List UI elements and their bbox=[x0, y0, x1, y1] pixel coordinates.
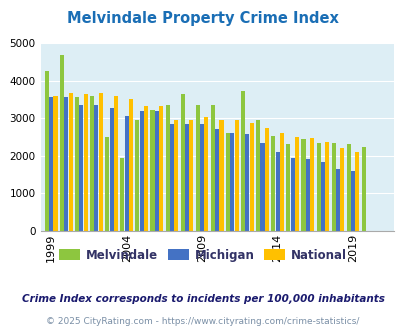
Bar bbox=[320, 162, 324, 231]
Bar bbox=[45, 71, 49, 231]
Bar bbox=[124, 116, 128, 231]
Bar bbox=[159, 106, 163, 231]
Bar bbox=[275, 152, 279, 231]
Bar bbox=[144, 106, 148, 231]
Bar bbox=[286, 144, 290, 231]
Bar bbox=[174, 120, 178, 231]
Bar bbox=[165, 105, 169, 231]
Bar bbox=[53, 96, 58, 231]
Bar bbox=[195, 105, 199, 231]
Bar bbox=[260, 143, 264, 231]
Bar bbox=[219, 120, 223, 231]
Bar bbox=[316, 143, 320, 231]
Bar bbox=[350, 171, 354, 231]
Bar bbox=[294, 137, 298, 231]
Bar bbox=[139, 111, 143, 231]
Bar bbox=[241, 91, 245, 231]
Bar bbox=[105, 137, 109, 231]
Bar bbox=[135, 120, 139, 231]
Bar bbox=[215, 129, 219, 231]
Bar bbox=[290, 158, 294, 231]
Bar bbox=[361, 147, 365, 231]
Bar bbox=[150, 110, 154, 231]
Bar bbox=[185, 124, 189, 231]
Bar bbox=[94, 105, 98, 231]
Bar bbox=[230, 133, 234, 231]
Bar bbox=[354, 151, 358, 231]
Bar bbox=[264, 128, 268, 231]
Bar bbox=[128, 99, 133, 231]
Bar bbox=[98, 93, 102, 231]
Bar bbox=[79, 105, 83, 231]
Bar bbox=[279, 133, 283, 231]
Bar bbox=[245, 134, 249, 231]
Bar bbox=[90, 96, 94, 231]
Text: © 2025 CityRating.com - https://www.cityrating.com/crime-statistics/: © 2025 CityRating.com - https://www.city… bbox=[46, 317, 359, 326]
Bar bbox=[249, 123, 253, 231]
Bar bbox=[331, 143, 335, 231]
Bar bbox=[169, 124, 173, 231]
Text: Melvindale Property Crime Index: Melvindale Property Crime Index bbox=[67, 12, 338, 26]
Bar bbox=[200, 124, 204, 231]
Bar bbox=[189, 120, 193, 231]
Legend: Melvindale, Michigan, National: Melvindale, Michigan, National bbox=[54, 244, 351, 266]
Bar bbox=[210, 105, 214, 231]
Bar bbox=[256, 120, 260, 231]
Bar bbox=[305, 159, 309, 231]
Bar bbox=[75, 97, 79, 231]
Bar bbox=[60, 55, 64, 231]
Bar bbox=[335, 169, 339, 231]
Bar bbox=[301, 139, 305, 231]
Bar bbox=[68, 92, 72, 231]
Bar bbox=[180, 94, 184, 231]
Bar bbox=[204, 116, 208, 231]
Bar bbox=[234, 120, 238, 231]
Bar bbox=[49, 97, 53, 231]
Bar bbox=[83, 94, 87, 231]
Bar bbox=[324, 142, 328, 231]
Bar bbox=[109, 108, 113, 231]
Bar bbox=[154, 111, 158, 231]
Bar bbox=[120, 158, 124, 231]
Bar bbox=[226, 133, 230, 231]
Bar bbox=[64, 97, 68, 231]
Bar bbox=[309, 138, 313, 231]
Bar bbox=[271, 136, 275, 231]
Text: Crime Index corresponds to incidents per 100,000 inhabitants: Crime Index corresponds to incidents per… bbox=[21, 294, 384, 304]
Bar bbox=[346, 144, 350, 231]
Bar bbox=[339, 148, 343, 231]
Bar bbox=[113, 96, 117, 231]
